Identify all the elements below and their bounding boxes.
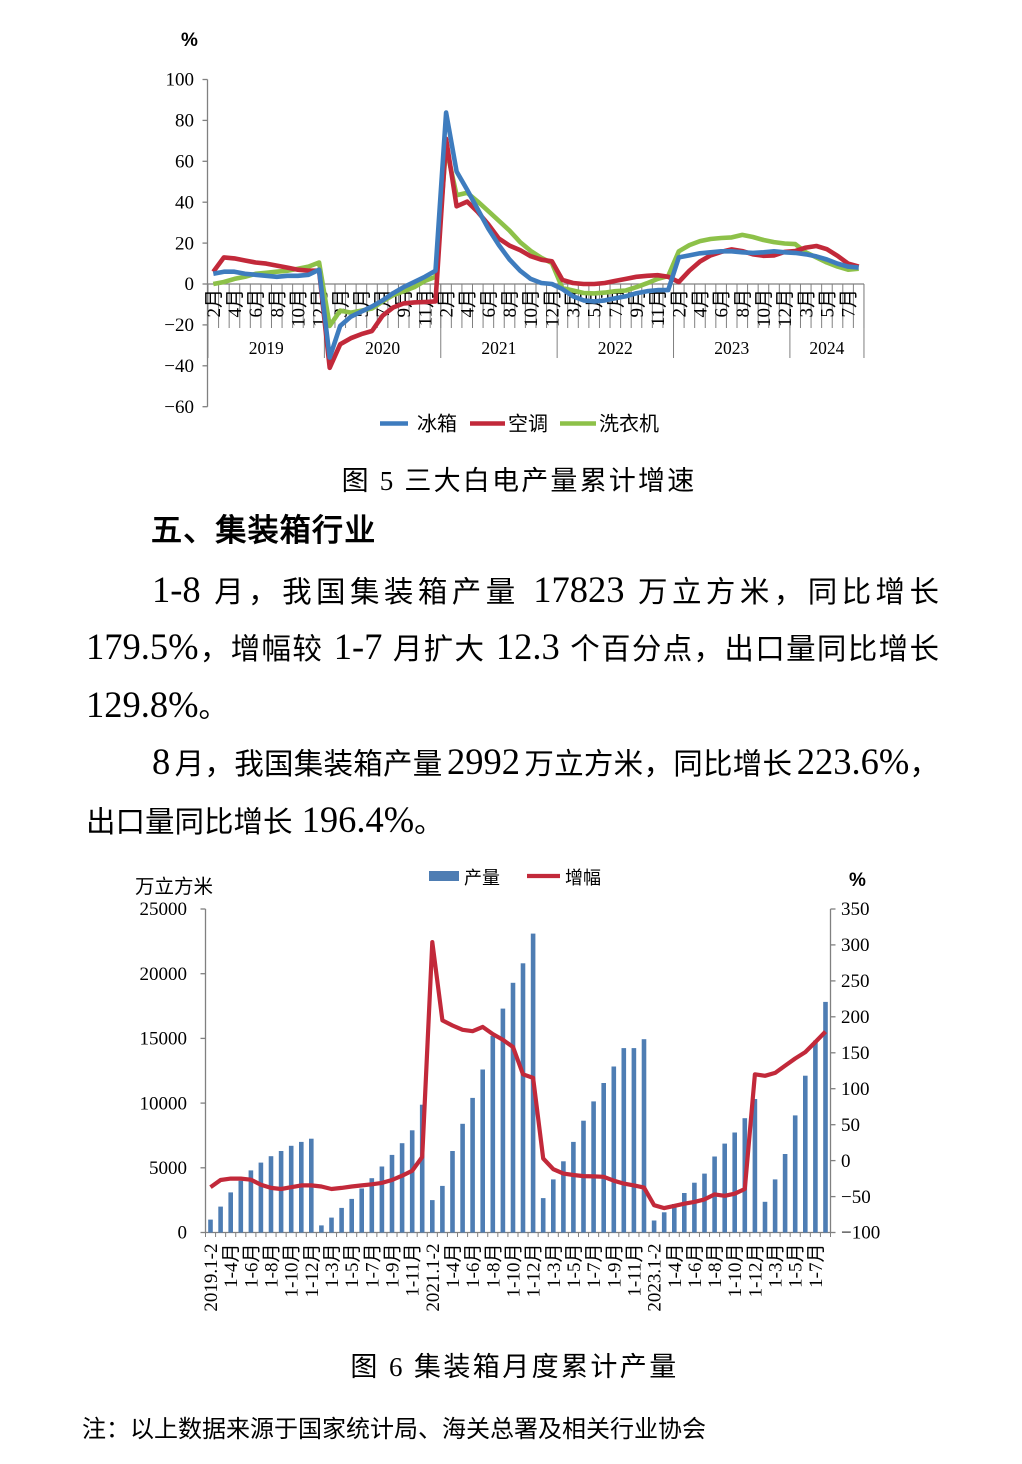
svg-text:1-3月: 1-3月 bbox=[544, 1244, 565, 1288]
svg-text:2019: 2019 bbox=[249, 338, 284, 358]
svg-text:%: % bbox=[181, 30, 198, 51]
svg-text:300: 300 bbox=[841, 935, 870, 956]
svg-text:1-7月: 1-7月 bbox=[362, 1244, 383, 1288]
svg-text:增幅: 增幅 bbox=[565, 868, 601, 888]
svg-text:1-12月: 1-12月 bbox=[745, 1244, 766, 1298]
svg-text:11月: 11月 bbox=[648, 289, 669, 326]
svg-text:0: 0 bbox=[185, 274, 195, 295]
svg-text:2月: 2月 bbox=[669, 289, 690, 318]
svg-text:50: 50 bbox=[841, 1115, 860, 1136]
svg-text:1-8月: 1-8月 bbox=[262, 1244, 283, 1288]
svg-text:6月: 6月 bbox=[712, 289, 733, 318]
svg-text:2020: 2020 bbox=[365, 338, 400, 358]
svg-text:−20: −20 bbox=[164, 315, 194, 336]
svg-text:2021: 2021 bbox=[481, 338, 516, 358]
svg-text:250: 250 bbox=[841, 971, 870, 992]
svg-text:10月: 10月 bbox=[521, 289, 542, 327]
svg-text:空调: 空调 bbox=[508, 413, 548, 436]
svg-text:万立方米: 万立方米 bbox=[135, 876, 213, 898]
svg-text:1-7月: 1-7月 bbox=[584, 1244, 605, 1288]
svg-text:5000: 5000 bbox=[149, 1158, 187, 1179]
svg-text:1-4月: 1-4月 bbox=[443, 1244, 464, 1288]
svg-text:2021.1-2: 2021.1-2 bbox=[423, 1244, 444, 1312]
svg-text:8月: 8月 bbox=[500, 289, 521, 318]
svg-text:200: 200 bbox=[841, 1007, 870, 1028]
svg-text:1-6月: 1-6月 bbox=[463, 1244, 484, 1288]
svg-text:1-11月: 1-11月 bbox=[403, 1244, 424, 1297]
svg-text:100: 100 bbox=[841, 1079, 870, 1100]
svg-text:12月: 12月 bbox=[775, 289, 796, 327]
svg-text:7月: 7月 bbox=[839, 289, 860, 318]
svg-text:20: 20 bbox=[175, 233, 194, 254]
svg-text:1-10月: 1-10月 bbox=[504, 1244, 525, 1298]
svg-text:1-5月: 1-5月 bbox=[786, 1244, 807, 1288]
svg-text:1-6月: 1-6月 bbox=[241, 1244, 262, 1288]
svg-text:10月: 10月 bbox=[754, 289, 775, 327]
svg-text:40: 40 bbox=[175, 192, 194, 213]
svg-text:−100: −100 bbox=[841, 1223, 880, 1244]
svg-text:4月: 4月 bbox=[458, 289, 479, 318]
svg-text:1-9月: 1-9月 bbox=[383, 1244, 404, 1288]
svg-text:−60: −60 bbox=[164, 397, 194, 418]
svg-text:6月: 6月 bbox=[479, 289, 500, 318]
svg-text:150: 150 bbox=[841, 1043, 870, 1064]
svg-text:1-9月: 1-9月 bbox=[604, 1244, 625, 1288]
svg-text:25000: 25000 bbox=[140, 899, 188, 920]
svg-text:2月: 2月 bbox=[437, 289, 458, 318]
svg-text:10月: 10月 bbox=[288, 289, 309, 327]
svg-text:1-8月: 1-8月 bbox=[483, 1244, 504, 1288]
svg-text:−40: −40 bbox=[164, 356, 194, 377]
svg-text:2023.1-2: 2023.1-2 bbox=[645, 1244, 666, 1312]
svg-text:15000: 15000 bbox=[140, 1029, 188, 1050]
svg-text:4月: 4月 bbox=[691, 289, 712, 318]
svg-text:3月: 3月 bbox=[796, 289, 817, 318]
svg-text:8月: 8月 bbox=[267, 289, 288, 318]
svg-text:12月: 12月 bbox=[542, 289, 563, 327]
svg-text:6月: 6月 bbox=[246, 289, 267, 318]
svg-text:1-8月: 1-8月 bbox=[705, 1244, 726, 1288]
svg-text:1-6月: 1-6月 bbox=[685, 1244, 706, 1288]
svg-text:8月: 8月 bbox=[733, 289, 754, 318]
svg-text:0: 0 bbox=[178, 1223, 188, 1244]
svg-text:1-10月: 1-10月 bbox=[282, 1244, 303, 1298]
svg-text:1-5月: 1-5月 bbox=[342, 1244, 363, 1288]
svg-text:1-3月: 1-3月 bbox=[766, 1244, 787, 1288]
svg-text:20000: 20000 bbox=[140, 964, 188, 985]
svg-text:1-3月: 1-3月 bbox=[322, 1244, 343, 1288]
svg-text:1-12月: 1-12月 bbox=[302, 1244, 323, 1298]
svg-text:−50: −50 bbox=[841, 1187, 871, 1208]
svg-text:2022: 2022 bbox=[598, 338, 633, 358]
svg-text:冰箱: 冰箱 bbox=[417, 413, 457, 436]
svg-text:60: 60 bbox=[175, 152, 194, 173]
svg-text:2023: 2023 bbox=[714, 338, 749, 358]
svg-text:1-11月: 1-11月 bbox=[624, 1244, 645, 1297]
svg-text:1-5月: 1-5月 bbox=[564, 1244, 585, 1288]
svg-text:%: % bbox=[849, 870, 866, 891]
svg-text:2019.1-2: 2019.1-2 bbox=[201, 1244, 222, 1312]
svg-text:2月: 2月 bbox=[204, 289, 225, 318]
svg-text:1-12月: 1-12月 bbox=[524, 1244, 545, 1298]
svg-text:100: 100 bbox=[166, 70, 195, 91]
svg-text:0: 0 bbox=[841, 1151, 851, 1172]
svg-text:1-4月: 1-4月 bbox=[665, 1244, 686, 1288]
svg-text:产量: 产量 bbox=[464, 868, 500, 888]
svg-text:11月: 11月 bbox=[415, 289, 436, 326]
svg-text:350: 350 bbox=[841, 899, 870, 920]
svg-text:1-10月: 1-10月 bbox=[725, 1244, 746, 1298]
svg-text:1-4月: 1-4月 bbox=[221, 1244, 242, 1288]
svg-text:1-7月: 1-7月 bbox=[806, 1244, 827, 1288]
svg-text:80: 80 bbox=[175, 111, 194, 132]
svg-text:4月: 4月 bbox=[225, 289, 246, 318]
svg-text:10000: 10000 bbox=[140, 1093, 188, 1114]
svg-text:洗衣机: 洗衣机 bbox=[599, 413, 659, 436]
svg-text:5月: 5月 bbox=[817, 289, 838, 318]
svg-text:2024: 2024 bbox=[809, 338, 844, 358]
